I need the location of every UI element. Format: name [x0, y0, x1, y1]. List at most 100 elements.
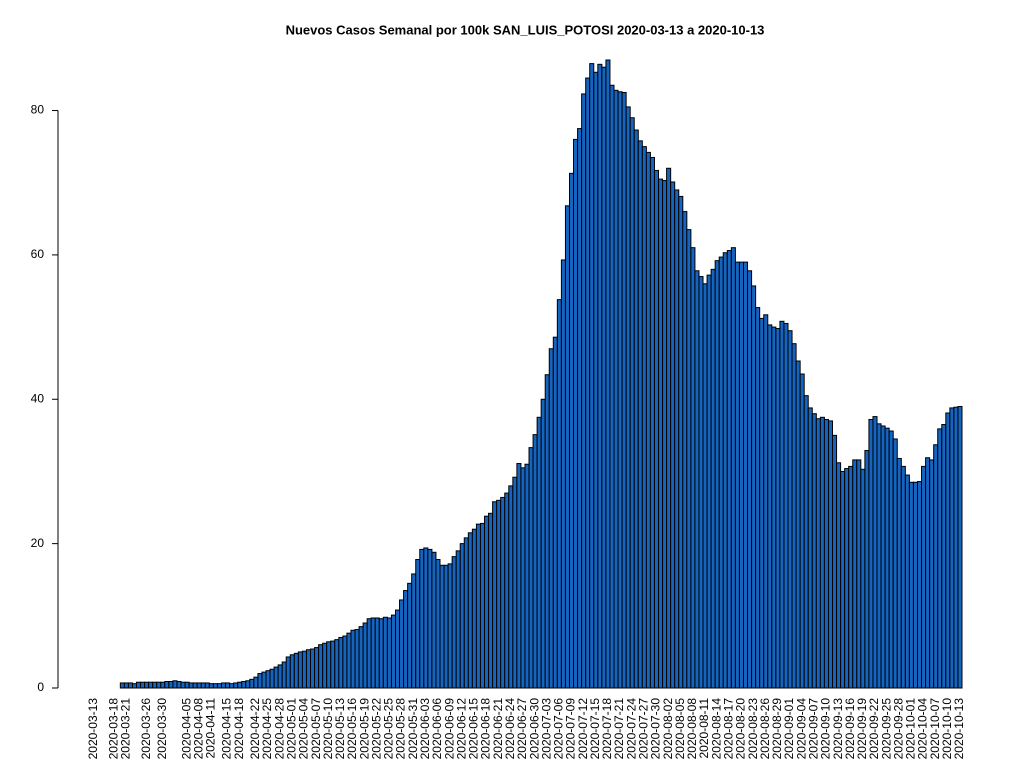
bar — [123, 682, 129, 689]
x-tick-label: 2020-05-19 — [357, 698, 371, 760]
x-tick-label: 2020-07-21 — [612, 698, 626, 760]
x-tick-label: 2020-10-01 — [904, 698, 918, 760]
bar — [912, 481, 918, 689]
x-tick-label: 2020-04-22 — [248, 698, 262, 760]
bar — [512, 476, 518, 689]
bar — [577, 128, 583, 689]
x-tick-label: 2020-07-27 — [637, 698, 651, 760]
x-tick-label: 2020-06-27 — [515, 698, 529, 760]
bar — [528, 447, 534, 689]
bar — [245, 680, 251, 689]
x-tick-label: 2020-07-03 — [539, 698, 553, 760]
bar — [868, 418, 874, 689]
x-tick-label: 2020-09-01 — [782, 698, 796, 760]
x-tick-label: 2020-05-07 — [309, 698, 323, 760]
x-tick-label: 2020-06-21 — [491, 698, 505, 760]
x-tick-label: 2020-06-09 — [442, 698, 456, 760]
bar — [378, 618, 384, 689]
bar — [658, 178, 664, 689]
x-tick-label: 2020-09-07 — [806, 698, 820, 760]
bar — [548, 348, 554, 689]
bar — [496, 499, 502, 689]
bar — [556, 299, 562, 689]
bar — [415, 559, 421, 689]
x-tick-label: 2020-09-19 — [855, 698, 869, 760]
bar — [152, 681, 158, 689]
bar — [168, 681, 174, 689]
bar — [131, 683, 138, 689]
x-tick-label: 2020-05-13 — [333, 698, 347, 760]
chart-title: Nuevos Casos Semanal por 100k SAN_LUIS_P… — [286, 22, 765, 37]
bar — [427, 548, 433, 689]
bar — [285, 656, 291, 689]
x-tick-label: 2020-10-13 — [952, 698, 966, 760]
bar — [864, 450, 870, 689]
x-tick-label: 2020-04-15 — [220, 698, 234, 760]
bar — [192, 682, 198, 689]
bar — [241, 681, 247, 689]
x-tick-label: 2020-04-18 — [232, 698, 246, 760]
bar — [601, 66, 607, 689]
bar — [293, 652, 299, 689]
bar — [799, 373, 805, 689]
bar — [633, 129, 639, 689]
bar — [488, 512, 494, 689]
x-tick-label: 2020-06-06 — [430, 698, 444, 760]
bar — [459, 543, 465, 689]
bar — [779, 320, 785, 689]
x-tick-label: 2020-08-20 — [734, 698, 748, 760]
bar — [827, 420, 834, 689]
bar — [759, 317, 765, 689]
x-tick-label: 2020-06-03 — [418, 698, 432, 760]
bar — [148, 681, 154, 689]
bar — [399, 599, 405, 689]
bar — [471, 528, 477, 689]
bar — [508, 485, 514, 689]
x-tick-label: 2020-05-25 — [382, 698, 396, 760]
bar — [370, 617, 376, 689]
bar — [787, 330, 793, 689]
x-tick-label: 2020-08-05 — [673, 698, 687, 760]
bar — [188, 682, 194, 689]
bar — [447, 563, 453, 689]
bar — [451, 556, 457, 689]
bar — [176, 681, 182, 689]
bar — [581, 93, 587, 689]
bar — [832, 434, 838, 689]
bar — [297, 651, 303, 689]
x-tick-label: 2020-09-10 — [819, 698, 833, 760]
x-tick-label: 2020-08-23 — [746, 698, 760, 760]
bar — [775, 328, 781, 689]
x-tick-label: 2020-05-22 — [369, 698, 383, 760]
bar — [455, 550, 461, 689]
x-tick-label: 2020-08-26 — [758, 698, 772, 760]
bar — [253, 676, 259, 689]
bar — [524, 463, 530, 689]
bar — [140, 681, 146, 689]
bar — [840, 470, 846, 689]
x-tick-label: 2020-09-13 — [831, 698, 845, 760]
x-tick-label: 2020-07-06 — [552, 698, 566, 760]
x-tick-label: 2020-03-30 — [155, 698, 169, 760]
bar — [237, 681, 243, 689]
bar — [136, 681, 142, 689]
bar — [322, 642, 328, 689]
bar — [407, 582, 413, 689]
bar — [694, 270, 700, 689]
bar — [734, 261, 740, 689]
bar — [520, 467, 526, 689]
bar — [929, 459, 935, 689]
bar — [257, 673, 263, 689]
bar — [795, 360, 801, 689]
bar — [666, 167, 672, 689]
x-tick-label: 2020-08-29 — [770, 698, 784, 760]
bar — [678, 195, 684, 689]
x-tick-label: 2020-05-04 — [297, 698, 311, 760]
bar — [933, 444, 939, 689]
bar — [467, 532, 473, 689]
bar — [629, 117, 635, 689]
bar — [350, 629, 356, 689]
bar — [856, 459, 862, 689]
bar — [908, 481, 914, 689]
bar — [742, 261, 749, 689]
